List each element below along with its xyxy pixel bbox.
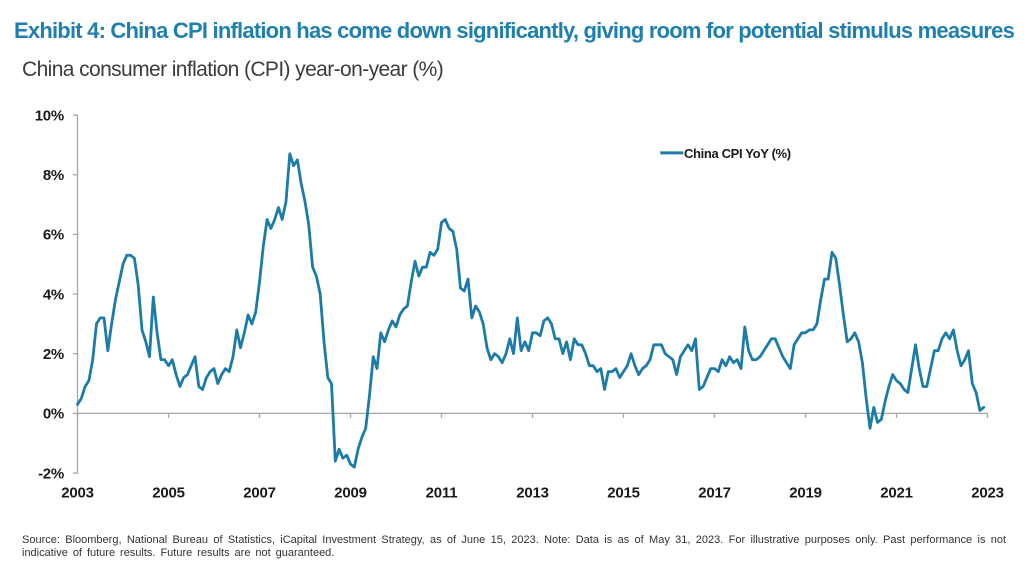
svg-text:2011: 2011	[426, 485, 458, 502]
svg-text:2003: 2003	[61, 485, 94, 502]
svg-text:4%: 4%	[43, 286, 64, 303]
svg-text:2007: 2007	[243, 485, 276, 502]
svg-text:-2%: -2%	[38, 465, 64, 482]
svg-text:2005: 2005	[152, 485, 185, 502]
svg-text:6%: 6%	[43, 227, 64, 244]
svg-text:10%: 10%	[35, 107, 64, 124]
svg-text:2017: 2017	[698, 485, 731, 502]
svg-text:2021: 2021	[880, 485, 913, 502]
svg-text:China CPI YoY (%): China CPI YoY (%)	[684, 146, 791, 161]
svg-text:2009: 2009	[334, 485, 367, 502]
svg-text:2015: 2015	[607, 485, 640, 502]
svg-text:2013: 2013	[516, 485, 549, 502]
svg-text:2%: 2%	[43, 346, 64, 363]
svg-text:2019: 2019	[789, 485, 822, 502]
svg-text:2023: 2023	[971, 485, 1004, 502]
svg-text:8%: 8%	[43, 167, 64, 184]
svg-text:0%: 0%	[43, 406, 64, 423]
